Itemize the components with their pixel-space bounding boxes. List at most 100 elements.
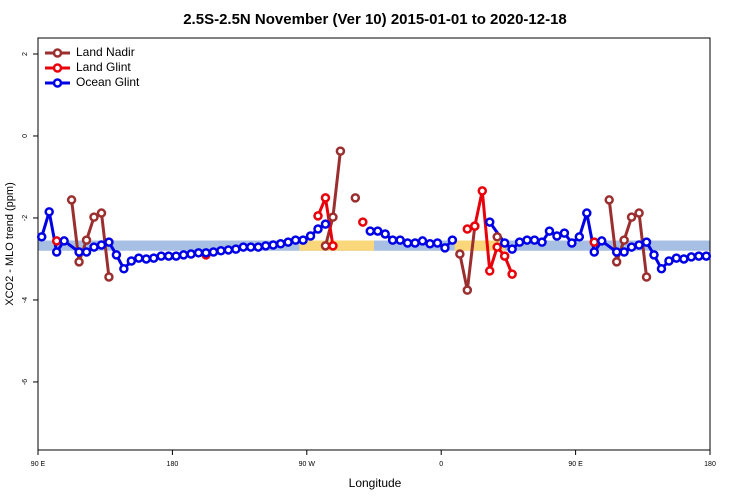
data-point bbox=[171, 251, 181, 261]
data-point bbox=[679, 254, 689, 264]
data-point bbox=[499, 238, 510, 248]
data-point bbox=[74, 257, 84, 267]
data-point bbox=[395, 235, 405, 245]
data-point bbox=[44, 207, 54, 217]
data-point bbox=[320, 241, 331, 251]
data-point bbox=[201, 248, 211, 258]
legend-marker bbox=[52, 78, 63, 88]
legend-marker bbox=[52, 63, 63, 73]
data-point bbox=[148, 253, 159, 263]
data-point bbox=[514, 237, 525, 247]
data-point bbox=[619, 235, 629, 245]
data-point bbox=[507, 244, 517, 254]
data-point bbox=[231, 244, 241, 254]
x-tick-label: 180 bbox=[704, 461, 716, 468]
data-point bbox=[567, 238, 577, 248]
data-point bbox=[66, 195, 77, 205]
data-point bbox=[372, 226, 383, 236]
data-point bbox=[81, 247, 92, 257]
y-tick-label: -2 bbox=[22, 215, 29, 221]
data-point bbox=[59, 236, 69, 246]
data-point bbox=[470, 221, 480, 231]
data-point bbox=[574, 232, 585, 242]
data-point bbox=[268, 240, 278, 250]
data-point bbox=[246, 242, 256, 252]
data-point bbox=[119, 264, 129, 274]
data-point bbox=[51, 247, 62, 257]
x-tick-label: 90 E bbox=[31, 461, 46, 468]
data-point bbox=[387, 235, 398, 245]
ribbon bbox=[454, 240, 506, 251]
legend-label: Land Nadir bbox=[76, 45, 135, 59]
data-point bbox=[626, 242, 637, 252]
data-point bbox=[96, 208, 107, 218]
legend-marker bbox=[52, 48, 63, 58]
x-axis-label: Longitude bbox=[349, 476, 402, 490]
y-tick-label: -6 bbox=[22, 379, 29, 385]
data-point bbox=[634, 208, 644, 218]
data-point bbox=[432, 238, 443, 248]
data-point bbox=[641, 237, 652, 247]
data-point bbox=[223, 245, 234, 255]
data-point bbox=[335, 146, 346, 156]
data-point bbox=[320, 219, 331, 229]
data-point bbox=[111, 250, 122, 260]
y-axis-label: XCO2 - MLO trend (ppm) bbox=[4, 182, 16, 305]
data-point bbox=[611, 247, 622, 257]
data-point bbox=[328, 241, 338, 251]
data-point bbox=[365, 226, 376, 236]
data-point bbox=[298, 235, 308, 245]
data-point bbox=[462, 224, 473, 234]
data-point bbox=[656, 264, 667, 274]
data-point bbox=[410, 238, 420, 248]
data-point bbox=[596, 236, 607, 246]
data-point bbox=[328, 212, 338, 222]
data-point bbox=[484, 217, 495, 227]
data-point bbox=[253, 242, 264, 252]
chart-title: 2.5S-2.5N November (Ver 10) 2015-01-01 t… bbox=[183, 11, 567, 28]
x-tick-label: 90 W bbox=[299, 461, 316, 468]
data-point bbox=[313, 224, 323, 234]
data-point bbox=[193, 248, 204, 258]
data-point bbox=[290, 235, 301, 245]
plot-frame bbox=[37, 37, 711, 451]
data-point bbox=[559, 228, 570, 238]
data-point bbox=[51, 236, 62, 246]
data-point bbox=[611, 257, 622, 267]
data-point bbox=[163, 251, 174, 261]
data-point bbox=[275, 239, 286, 249]
data-point bbox=[186, 249, 196, 259]
data-point bbox=[104, 272, 114, 282]
data-point bbox=[582, 208, 592, 218]
data-point bbox=[537, 237, 547, 247]
data-point bbox=[619, 247, 629, 257]
data-point bbox=[671, 253, 682, 263]
x-tick-label: 90 E bbox=[568, 461, 583, 468]
data-point bbox=[701, 251, 712, 261]
data-point bbox=[305, 231, 316, 241]
data-point bbox=[238, 242, 249, 252]
data-point bbox=[313, 211, 323, 221]
data-point bbox=[104, 237, 114, 247]
data-point bbox=[522, 235, 532, 245]
data-point bbox=[417, 236, 428, 246]
data-point bbox=[649, 250, 659, 260]
data-point bbox=[626, 212, 637, 222]
data-point bbox=[36, 232, 47, 242]
y-tick-label: -4 bbox=[22, 297, 29, 303]
data-point bbox=[447, 235, 458, 245]
data-point bbox=[492, 232, 502, 242]
data-point bbox=[156, 251, 166, 261]
data-point bbox=[507, 269, 517, 279]
data-point bbox=[358, 217, 368, 227]
data-point bbox=[74, 247, 84, 257]
data-point bbox=[283, 237, 293, 247]
data-point bbox=[589, 247, 600, 257]
data-point bbox=[499, 251, 510, 261]
data-point bbox=[126, 256, 137, 266]
data-point bbox=[89, 212, 99, 222]
data-point bbox=[216, 246, 226, 256]
data-point bbox=[664, 256, 674, 266]
data-point bbox=[455, 249, 465, 259]
data-point bbox=[604, 195, 614, 205]
